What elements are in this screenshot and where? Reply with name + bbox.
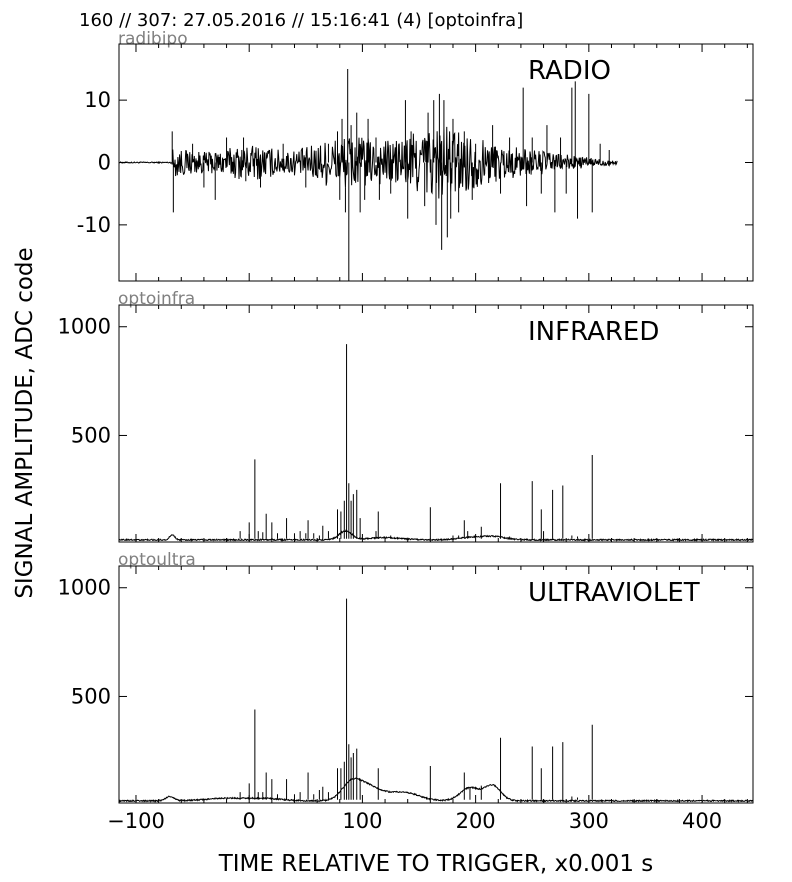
infrared-source-label: optoinfra: [118, 289, 195, 309]
x-tick-label: 0: [243, 809, 256, 833]
infrared-panel-label: INFRARED: [528, 317, 659, 347]
ultraviolet-ytick-label: 1000: [58, 576, 111, 600]
x-tick-label: 400: [682, 809, 722, 833]
ultraviolet-panel: optoultra 500 1000 ULTRAVIOLET: [58, 550, 754, 804]
radio-ticks: 10 0 -10: [77, 44, 753, 281]
ultraviolet-panel-label: ULTRAVIOLET: [528, 578, 700, 608]
radio-panel: radibipo 10 0 -10 RADIO: [77, 29, 754, 282]
infrared-panel: optoinfra 500 1000 INFRARED: [58, 289, 754, 543]
ultraviolet-source-label: optoultra: [118, 550, 196, 570]
ultraviolet-frame: [118, 565, 754, 804]
ultraviolet-trace: [118, 598, 754, 803]
x-tick-label: 100: [342, 809, 382, 833]
radio-ytick-label: 0: [98, 151, 111, 175]
y-axis-label: SIGNAL AMPLITUDE, ADC code: [12, 247, 38, 598]
x-tick-label: −100: [107, 809, 165, 833]
x-tick-labels: −100 0 100 200 300 400: [107, 809, 722, 833]
chart-title: 160 // 307: 27.05.2016 // 15:16:41 (4) […: [79, 10, 523, 31]
infrared-frame: [118, 304, 754, 543]
x-tick-label: 300: [569, 809, 609, 833]
radio-panel-label: RADIO: [528, 56, 611, 86]
ultraviolet-ticks: 500 1000: [58, 566, 753, 803]
radio-frame: [118, 43, 754, 282]
radio-trace: [118, 68, 618, 281]
x-tick-label: 200: [456, 809, 496, 833]
radio-source-label: radibipo: [118, 29, 188, 49]
infrared-ticks: 500 1000: [58, 305, 753, 542]
radio-ytick-label: 10: [84, 88, 111, 112]
infrared-ytick-label: 500: [71, 423, 111, 447]
ultraviolet-ytick-label: 500: [71, 684, 111, 708]
radio-ytick-label: -10: [77, 213, 111, 237]
x-axis-label: TIME RELATIVE TO TRIGGER, x0.001 s: [218, 851, 654, 877]
infrared-trace: [118, 344, 754, 542]
infrared-ytick-label: 1000: [58, 315, 111, 339]
